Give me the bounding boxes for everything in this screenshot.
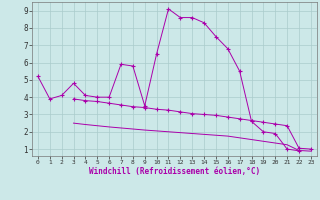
X-axis label: Windchill (Refroidissement éolien,°C): Windchill (Refroidissement éolien,°C) bbox=[89, 167, 260, 176]
